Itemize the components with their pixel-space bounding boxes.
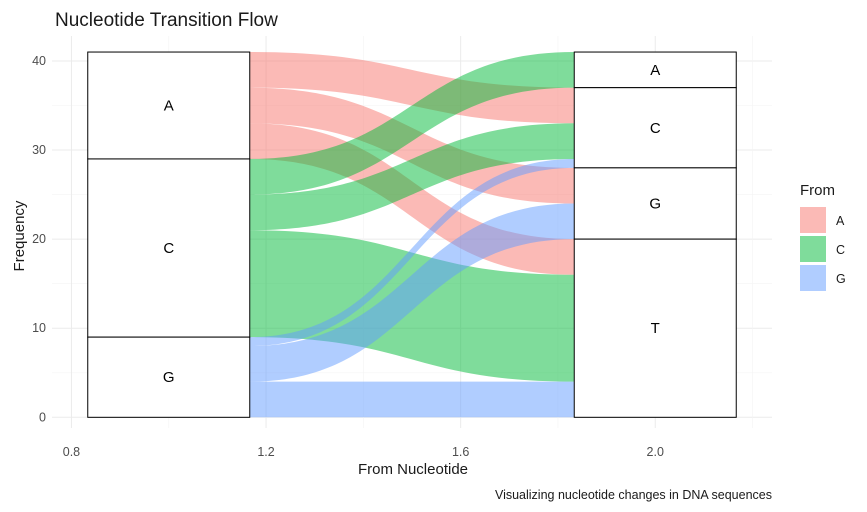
flow-c-to-a [249,52,575,195]
legend-label-g: G [836,272,846,286]
right-stratum-t [573,238,737,418]
x-axis: 0.8 1.2 1.6 2.0 [63,445,664,459]
legend-title: From [800,182,835,199]
flows-layer [249,52,575,418]
right-stratum-label-t: T [651,320,660,337]
x-axis-title: From Nucleotide [358,461,468,478]
y-axis-title: Frequency [11,200,28,271]
legend-label-c: C [836,243,845,257]
left-stratum-g [87,336,251,418]
left-stratum-label-a: A [164,97,174,114]
legend-key-c [800,236,826,262]
left-stratum-a [87,51,251,160]
chart-title: Nucleotide Transition Flow [55,10,278,31]
right-stratum-label-g: G [649,195,661,212]
right-stratum-label-a: A [650,62,660,79]
y-tick-label: 20 [32,232,46,246]
right-stratum-g [573,167,737,240]
y-tick-label: 0 [39,410,46,424]
flow-g-to-c [249,158,575,347]
flow-g-to-t [249,381,575,418]
chart-caption: Visualizing nucleotide changes in DNA se… [495,488,772,502]
left-stratum-label-c: C [163,240,174,257]
x-tick-label: 1.6 [452,445,469,459]
flow-c-to-c [249,123,575,231]
y-axis: 0 10 20 30 40 [32,54,46,424]
y-tick-label: 40 [32,54,46,68]
flow-a-to-c [249,52,575,124]
legend: From A C G [800,182,846,291]
flow-a-to-g [249,87,575,204]
x-tick-label: 1.2 [257,445,274,459]
legend-key-a [800,207,826,233]
legend-key-g [800,265,826,291]
strata-layer: A C G A C G T [87,51,737,418]
y-tick-label: 30 [32,143,46,157]
left-stratum-label-g: G [163,369,175,386]
right-stratum-label-c: C [650,120,661,137]
flow-g-to-g [249,203,575,382]
legend-label-a: A [836,214,845,228]
right-stratum-c [573,87,737,169]
x-tick-label: 0.8 [63,445,80,459]
right-stratum-a [573,51,737,89]
y-tick-label: 10 [32,321,46,335]
x-tick-label: 2.0 [647,445,664,459]
